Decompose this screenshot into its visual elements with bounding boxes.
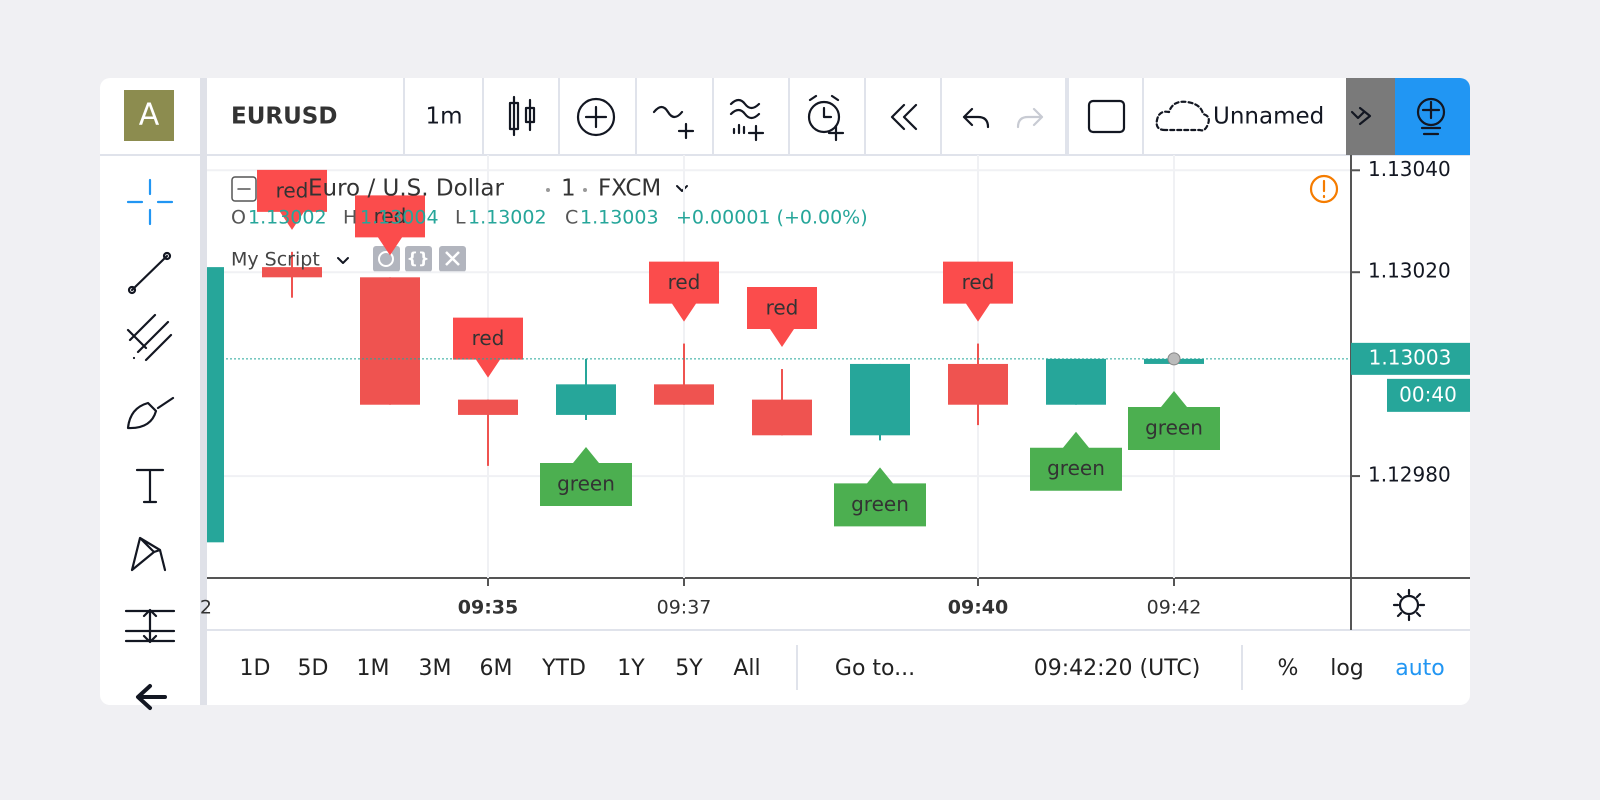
ohlc-letter: C bbox=[565, 207, 578, 229]
signal-shape bbox=[540, 447, 632, 507]
log-toggle[interactable]: log bbox=[1330, 656, 1364, 681]
interval[interactable]: 1m bbox=[425, 104, 462, 130]
signal-text: green bbox=[557, 472, 615, 496]
signal-shape bbox=[747, 287, 817, 348]
price-badge bbox=[1351, 342, 1470, 375]
goto-button[interactable]: Go to... bbox=[835, 656, 915, 681]
symbol[interactable]: EURUSD bbox=[231, 104, 337, 130]
ohlc-letter: H bbox=[343, 207, 357, 229]
signal-text: green bbox=[851, 492, 909, 516]
range-button[interactable]: 6M bbox=[480, 656, 513, 681]
y-tick-label: 1.13040 bbox=[1368, 157, 1451, 181]
signal-label: red bbox=[355, 195, 425, 256]
ohlc-value: 1.13002 bbox=[248, 207, 327, 229]
candle-body bbox=[262, 267, 322, 278]
range-button[interactable]: 1M bbox=[357, 656, 390, 681]
dot bbox=[546, 188, 550, 192]
signal-label: green bbox=[1128, 390, 1220, 450]
signal-label: red bbox=[453, 317, 523, 378]
signal-text: green bbox=[1145, 415, 1203, 439]
signal-shape bbox=[834, 467, 926, 527]
script-buttons[interactable]: {} bbox=[373, 246, 466, 272]
script-name[interactable]: My Script bbox=[231, 249, 320, 271]
signal-shape bbox=[355, 195, 425, 256]
signal-shape bbox=[649, 261, 719, 322]
x-tick-label: 09:42 bbox=[1147, 597, 1202, 619]
signal-label: green bbox=[1030, 431, 1122, 491]
window bbox=[100, 78, 1470, 705]
layout-name[interactable]: Unnamed bbox=[1213, 104, 1324, 130]
price-badge-label: 1.13003 bbox=[1369, 345, 1452, 369]
signal-text: red bbox=[962, 270, 995, 294]
signal-shape bbox=[453, 317, 523, 378]
dot bbox=[583, 188, 587, 192]
signal-label: green bbox=[540, 447, 632, 507]
range-button[interactable]: YTD bbox=[541, 656, 586, 681]
signal-shape bbox=[257, 169, 327, 230]
range-button[interactable]: 1Y bbox=[617, 656, 645, 681]
ohlc-value: 1.13003 bbox=[580, 207, 659, 229]
svg-text:{}: {} bbox=[407, 249, 430, 268]
plot: red red red green red red green red green green bbox=[207, 155, 1350, 578]
signal-text: red bbox=[374, 204, 407, 228]
ohlc-letter: O bbox=[231, 207, 246, 229]
candle-body bbox=[1046, 358, 1106, 405]
range-button[interactable]: 3M bbox=[419, 656, 452, 681]
x-tick-label: 09:40 bbox=[948, 597, 1008, 619]
signal-text: red bbox=[766, 296, 799, 320]
candle-body bbox=[207, 267, 224, 543]
auto-toggle[interactable]: auto bbox=[1395, 656, 1445, 681]
x-tick-label: 2 bbox=[200, 597, 212, 619]
ohlc-letter: L bbox=[455, 207, 466, 229]
change: +0.00001 (+0.00%) bbox=[676, 207, 868, 229]
signal-label: red bbox=[649, 261, 719, 322]
signal-label: green bbox=[834, 467, 926, 527]
signal-text: green bbox=[1047, 456, 1105, 480]
x-tick-label: 09:37 bbox=[657, 597, 712, 619]
y-tick-label: 1.13020 bbox=[1368, 259, 1451, 283]
legend-interval: 1 bbox=[561, 176, 576, 202]
ohlc-value: 1.13002 bbox=[468, 207, 547, 229]
range-button[interactable]: 5D bbox=[298, 656, 329, 681]
candle-body bbox=[556, 384, 616, 415]
signal-label: red bbox=[257, 169, 327, 230]
y-tick-label: 1.12980 bbox=[1368, 463, 1451, 487]
frame: {} bbox=[100, 78, 1470, 710]
candle-body bbox=[360, 277, 420, 405]
range-button[interactable]: All bbox=[733, 656, 760, 681]
countdown: 00:40 bbox=[1399, 382, 1457, 406]
signal-label: red bbox=[943, 261, 1013, 322]
signal-shape bbox=[1030, 431, 1122, 491]
x-tick-label: 09:35 bbox=[458, 597, 518, 619]
symbol-name: Euro / U.S. Dollar bbox=[308, 176, 505, 202]
countdown-badge bbox=[1387, 378, 1470, 412]
percent-toggle[interactable]: % bbox=[1278, 656, 1299, 681]
clock: 09:42:20 (UTC) bbox=[1034, 656, 1201, 681]
avatar[interactable]: A bbox=[139, 98, 160, 133]
legend-source: FXCM bbox=[598, 176, 661, 202]
candle-body bbox=[752, 399, 812, 436]
candle-body bbox=[850, 363, 910, 436]
signal-label: red bbox=[747, 287, 817, 348]
candle-body bbox=[654, 384, 714, 405]
signal-shape bbox=[1128, 390, 1220, 450]
signal-shape bbox=[943, 261, 1013, 322]
ohlc-value: 1.13004 bbox=[360, 207, 439, 229]
signal-text: red bbox=[472, 326, 505, 350]
candle-body bbox=[948, 363, 1008, 405]
signal-text: red bbox=[276, 178, 309, 202]
range-button[interactable]: 5Y bbox=[675, 656, 703, 681]
range-button[interactable]: 1D bbox=[240, 656, 271, 681]
crosshair-dot bbox=[1167, 352, 1181, 366]
candle-body bbox=[458, 399, 518, 415]
signal-text: red bbox=[668, 270, 701, 294]
